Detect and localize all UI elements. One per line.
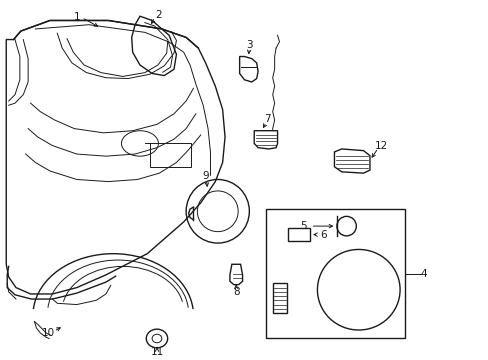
Text: 8: 8 [232, 287, 239, 297]
Text: 6: 6 [319, 230, 326, 240]
Text: 1: 1 [73, 12, 80, 22]
Text: 12: 12 [374, 140, 387, 150]
Text: 9: 9 [202, 171, 208, 181]
Text: 5: 5 [300, 221, 306, 231]
Text: 10: 10 [41, 328, 55, 338]
Text: 4: 4 [419, 269, 426, 279]
Text: 7: 7 [264, 114, 271, 124]
Text: 3: 3 [245, 40, 252, 50]
Text: 11: 11 [150, 347, 163, 357]
Text: 2: 2 [155, 10, 162, 21]
